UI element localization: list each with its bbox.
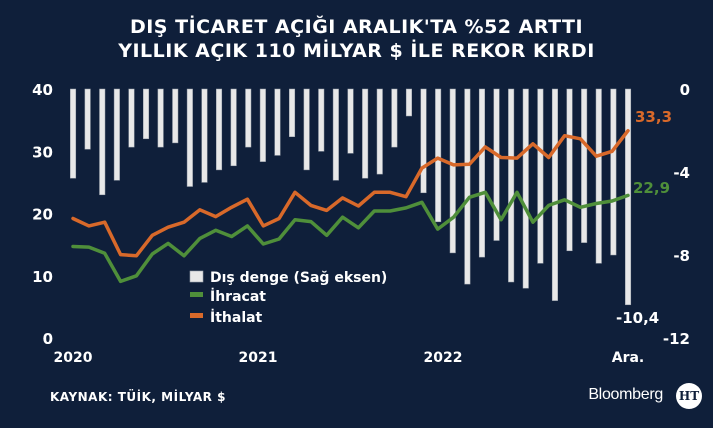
- balance-bar: [478, 88, 485, 258]
- x-axis-tick: Ara.: [612, 350, 645, 366]
- legend-label-imports: İthalat: [210, 309, 263, 326]
- legend-swatch-imports: [190, 313, 203, 318]
- axes: 0 10 20 30 40 0 -4 -8 -12 2020 2021 2022 Ara.: [32, 81, 690, 366]
- balance-bar: [362, 88, 369, 179]
- legend-swatch-exports: [190, 292, 203, 297]
- balance-bar: [522, 88, 529, 289]
- balance-bar: [493, 88, 500, 241]
- balance-bar: [405, 88, 412, 117]
- balance-bar: [508, 88, 515, 283]
- balance-bar: [332, 88, 339, 181]
- balance-bar: [464, 88, 471, 285]
- balance-bar: [245, 88, 252, 148]
- balance-bar: [318, 88, 325, 152]
- balance-bar: [289, 88, 296, 137]
- exports-line: [71, 190, 630, 284]
- balance-bar: [449, 88, 456, 254]
- left-axis-tick: 10: [32, 268, 53, 286]
- right-axis-tick: -4: [673, 164, 690, 182]
- source-note: KAYNAK: TÜİK, MİLYAR $: [50, 390, 226, 404]
- balance-bar: [113, 88, 120, 181]
- balance-bar: [84, 88, 91, 150]
- end-labels: 33,3 22,9 -10,4: [616, 108, 672, 327]
- balance-bar: [420, 88, 427, 194]
- balance-bar: [70, 88, 77, 179]
- x-axis-tick: 2021: [239, 350, 278, 366]
- balance-bar: [537, 88, 544, 264]
- x-axis-tick: 2020: [54, 350, 93, 366]
- balance-bar: [347, 88, 354, 154]
- balance-bar: [172, 88, 179, 144]
- left-axis-tick: 30: [32, 143, 53, 161]
- balance-bar: [216, 88, 223, 171]
- balance-bar: [274, 88, 281, 156]
- trade-lines: [71, 128, 630, 284]
- left-axis-tick: 0: [43, 330, 53, 348]
- chart-title-line2: YILLIK AÇIK 110 MİLYAR $ İLE REKOR KIRDI: [118, 40, 595, 62]
- balance-bar: [551, 88, 558, 301]
- balance-bar: [230, 88, 237, 167]
- balance-bar: [99, 88, 106, 196]
- brand-logo: Bloomberg: [588, 386, 663, 403]
- x-axis-tick: 2022: [424, 350, 463, 366]
- left-axis-tick: 40: [32, 81, 53, 99]
- left-axis-tick: 20: [32, 206, 53, 224]
- balance-bar: [201, 88, 208, 183]
- exports-end-label: 22,9: [633, 179, 670, 197]
- balance-bar: [595, 88, 602, 264]
- balance-bar: [128, 88, 135, 148]
- legend-swatch-balance: [189, 270, 204, 283]
- legend-label-exports: İhracat: [210, 288, 266, 305]
- balance-bar: [581, 88, 588, 243]
- chart-title-line1: DIŞ TİCARET AÇIĞI ARALIK'TA %52 ARTTI: [129, 16, 584, 38]
- right-axis-tick: 0: [680, 81, 690, 99]
- right-axis-tick: -8: [673, 247, 690, 265]
- balance-bar: [391, 88, 398, 148]
- balance-bars: [70, 88, 632, 306]
- legend: Dış denge (Sağ eksen) İhracat İthalat: [189, 270, 387, 326]
- imports-line: [71, 128, 630, 258]
- balance-bar: [376, 88, 383, 175]
- imports-end-label: 33,3: [635, 108, 672, 126]
- balance-bar: [259, 88, 266, 162]
- balance-bar: [303, 88, 310, 171]
- balance-bar: [157, 88, 164, 148]
- balance-bar: [186, 88, 193, 187]
- balance-end-label: -10,4: [616, 309, 659, 327]
- balance-bar: [435, 88, 442, 223]
- legend-label-balance: Dış denge (Sağ eksen): [210, 270, 387, 286]
- balance-bar: [610, 88, 617, 256]
- balance-bar: [143, 88, 150, 140]
- balance-bar: [566, 88, 573, 252]
- ht-logo-icon: HT: [676, 383, 702, 409]
- right-axis-tick: -12: [663, 330, 690, 348]
